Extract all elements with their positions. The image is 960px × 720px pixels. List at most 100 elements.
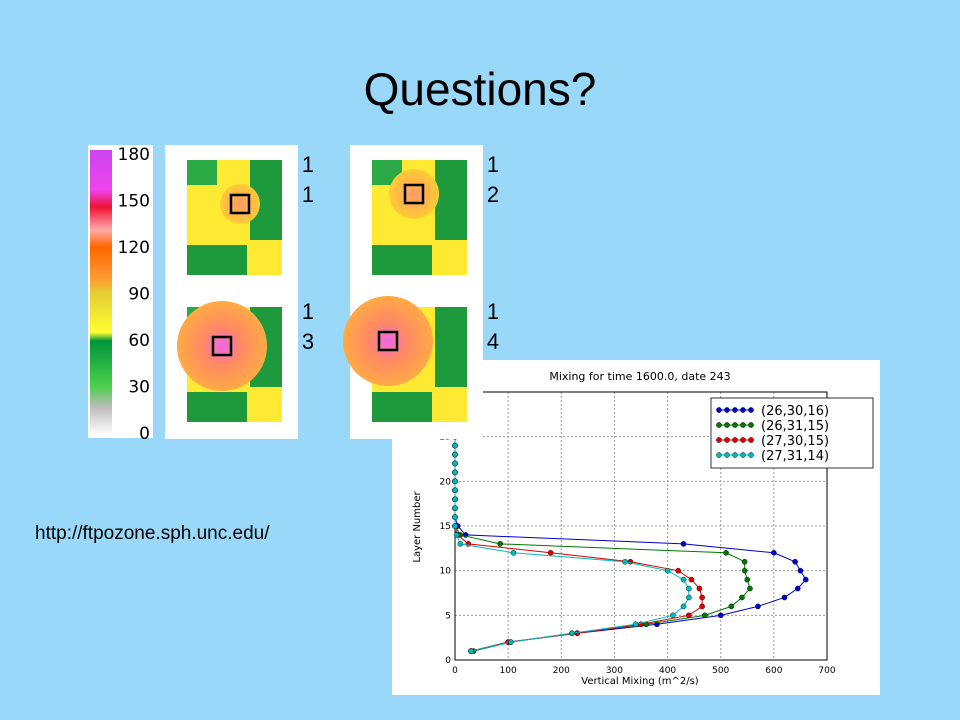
data-point xyxy=(452,505,458,511)
data-point xyxy=(744,576,751,583)
legend-marker xyxy=(748,452,754,458)
legend-marker xyxy=(740,422,746,428)
y-tick-label: 15 xyxy=(440,522,451,532)
data-point xyxy=(792,558,798,565)
x-tick-label: 100 xyxy=(500,666,517,676)
data-point xyxy=(452,514,458,520)
legend-marker xyxy=(732,422,738,428)
map-hotspot xyxy=(220,184,260,224)
x-tick-label: 400 xyxy=(659,666,676,676)
legend-marker xyxy=(748,422,754,428)
map-panel xyxy=(350,145,483,292)
panel-label: 4 xyxy=(487,329,499,354)
series-line xyxy=(454,409,690,652)
data-point xyxy=(755,603,761,610)
panel-label: 3 xyxy=(302,329,314,354)
colorbar-label: 30 xyxy=(128,378,150,398)
data-point xyxy=(699,603,705,610)
legend-marker xyxy=(740,437,746,443)
data-point xyxy=(452,469,458,476)
url-text: http://ftpozone.sph.unc.edu/ xyxy=(35,523,270,544)
data-point xyxy=(680,603,687,610)
data-point xyxy=(453,532,460,538)
data-point xyxy=(747,585,753,592)
y-tick-label: 10 xyxy=(440,567,452,577)
map-green xyxy=(435,160,467,240)
map-selection-box xyxy=(403,183,425,205)
legend-marker xyxy=(732,437,738,443)
slide-title: Questions? xyxy=(363,63,597,115)
legend-marker xyxy=(740,452,746,458)
data-point xyxy=(452,496,458,503)
panel-label: 1 xyxy=(302,152,314,177)
data-point xyxy=(688,576,695,583)
data-point xyxy=(452,442,458,449)
legend-label: (26,31,15) xyxy=(761,419,829,434)
map-selection-box xyxy=(229,193,251,215)
x-axis-label: Vertical Mixing (m^2/s) xyxy=(581,676,699,687)
colorbar-label: 120 xyxy=(118,238,150,258)
map-panel xyxy=(165,292,298,439)
data-point xyxy=(452,460,458,467)
y-axis-label: Layer Number xyxy=(412,490,423,562)
colorbar-label: 60 xyxy=(128,331,150,351)
x-tick-label: 300 xyxy=(606,666,623,676)
data-point xyxy=(507,639,514,645)
y-tick-label: 20 xyxy=(440,477,452,487)
data-point xyxy=(781,594,788,601)
data-point xyxy=(794,585,801,592)
legend-marker xyxy=(724,437,730,443)
data-point xyxy=(686,594,692,601)
data-point xyxy=(723,550,729,556)
data-point xyxy=(739,594,745,601)
data-point xyxy=(457,541,464,547)
data-point xyxy=(802,576,809,583)
map-hotspot xyxy=(343,296,433,386)
map-hotspot xyxy=(389,169,439,219)
x-tick-label: 200 xyxy=(553,666,570,676)
panel-label: 1 xyxy=(302,182,314,207)
map-selection-box xyxy=(211,335,233,357)
data-point xyxy=(569,630,575,637)
data-point xyxy=(728,603,735,610)
data-point xyxy=(497,541,503,547)
panel-label: 1 xyxy=(302,299,314,324)
data-point xyxy=(510,550,517,556)
data-point xyxy=(468,648,474,654)
map-green xyxy=(187,160,217,185)
colorbar-label: 0 xyxy=(139,424,150,444)
panel-label: 2 xyxy=(487,182,499,207)
legend-marker xyxy=(740,407,746,413)
colorbar-label: 180 xyxy=(118,145,150,165)
y-tick-label: 0 xyxy=(445,656,451,666)
data-point xyxy=(452,451,458,458)
legend-label: (27,30,15) xyxy=(761,434,829,449)
legend-marker xyxy=(748,437,754,443)
legend-marker xyxy=(716,422,722,428)
data-point xyxy=(717,612,724,619)
legend-marker xyxy=(716,437,722,443)
map-green xyxy=(187,245,247,275)
data-point xyxy=(452,487,458,494)
legend-label: (26,30,16) xyxy=(761,404,829,419)
data-point xyxy=(741,567,748,574)
legend-marker xyxy=(724,452,730,458)
legend-marker xyxy=(716,407,722,413)
data-point xyxy=(701,612,708,619)
chart-title: Mixing for time 1600.0, date 243 xyxy=(549,370,730,383)
data-point xyxy=(622,558,628,565)
data-point xyxy=(452,523,458,529)
map-green xyxy=(187,392,247,422)
data-point xyxy=(797,567,804,574)
map-green xyxy=(372,245,432,275)
data-point xyxy=(675,567,682,574)
map-panel xyxy=(165,145,298,292)
colorbar-label: 90 xyxy=(128,285,150,305)
data-point xyxy=(696,585,703,592)
colorbar-label: 150 xyxy=(118,192,150,212)
x-tick-label: 600 xyxy=(765,666,782,676)
x-tick-label: 0 xyxy=(452,666,458,676)
legend-marker xyxy=(732,452,738,458)
